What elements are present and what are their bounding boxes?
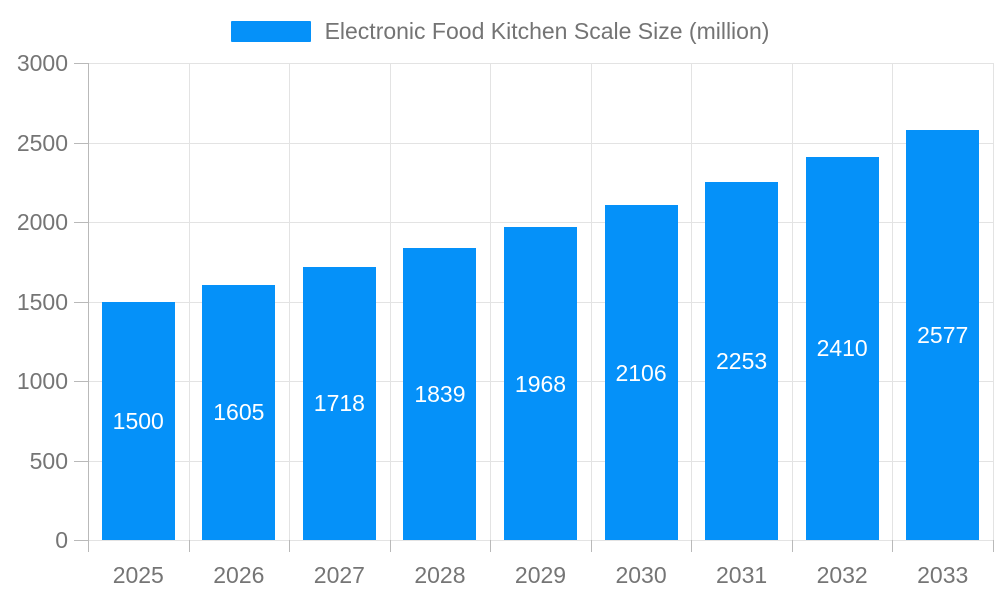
chart-legend: Electronic Food Kitchen Scale Size (mill… — [0, 18, 1000, 44]
bar-value-label: 2577 — [917, 322, 969, 349]
y-axis-line — [88, 63, 89, 552]
x-axis-tick — [88, 540, 89, 552]
bar-2027: 1718 — [302, 266, 376, 540]
x-gridline — [892, 63, 894, 540]
y-tick-label: 0 — [55, 527, 68, 553]
bar-2026: 1605 — [202, 284, 276, 540]
y-axis-tick — [74, 142, 88, 144]
bar-value-label: 1968 — [514, 370, 567, 397]
x-axis-tick — [188, 540, 190, 552]
x-axis-tick — [389, 540, 391, 552]
bar-value-label: 1718 — [313, 390, 365, 417]
x-axis-tick — [691, 540, 693, 552]
y-gridline — [88, 142, 993, 144]
legend-label: Electronic Food Kitchen Scale Size (mill… — [324, 18, 770, 44]
bar-value-label: 1839 — [414, 380, 466, 407]
bar-2032: 2410 — [805, 156, 879, 540]
y-tick-label: 2000 — [16, 209, 68, 235]
x-tick-label: 2025 — [112, 562, 164, 588]
x-tick-label: 2028 — [414, 562, 466, 588]
x-tick-label: 2031 — [716, 562, 768, 588]
bar-2031: 2253 — [705, 181, 779, 540]
x-tick-label: 2026 — [213, 562, 265, 588]
x-axis-tick — [289, 540, 291, 552]
y-tick-label: 3000 — [16, 50, 68, 76]
y-axis-tick — [74, 301, 88, 303]
x-tick-label: 2030 — [615, 562, 667, 588]
y-tick-label: 1000 — [16, 368, 68, 394]
x-gridline — [590, 63, 592, 540]
y-tick-label: 500 — [29, 447, 68, 474]
y-axis-tick — [74, 381, 88, 382]
bar-value-label: 2106 — [615, 359, 667, 386]
bar-2030: 2106 — [604, 205, 678, 540]
x-gridline — [691, 63, 693, 540]
x-axis-tick — [590, 540, 592, 552]
x-tick-label: 2032 — [816, 562, 868, 588]
y-axis-tick — [74, 222, 88, 223]
x-tick-label: 2029 — [514, 562, 567, 588]
x-gridline — [389, 63, 391, 540]
y-gridline — [88, 222, 993, 223]
y-tick-label: 2500 — [16, 129, 68, 156]
bar-value-label: 1605 — [213, 399, 265, 426]
x-gridline — [188, 63, 190, 540]
y-axis-tick — [74, 540, 88, 541]
x-axis-tick — [892, 540, 894, 552]
plot-area: 1500 1605 1718 1839 1968 2106 2253 2410 2577 — [88, 63, 994, 541]
bar-2033: 2577 — [906, 130, 980, 540]
x-tick-label: 2033 — [917, 562, 969, 588]
bar-2029: 1968 — [504, 227, 577, 540]
x-axis-tick — [490, 540, 492, 552]
bar-2025: 1500 — [101, 301, 175, 540]
x-gridline — [993, 63, 994, 540]
bar-2028: 1839 — [403, 247, 477, 540]
x-axis-tick — [993, 540, 994, 552]
bar-value-label: 2410 — [816, 335, 868, 362]
y-axis-tick — [74, 63, 88, 64]
y-gridline — [88, 63, 993, 64]
y-gridline — [88, 540, 993, 541]
bar-value-label: 2253 — [716, 347, 768, 374]
x-gridline — [490, 63, 492, 540]
y-axis-tick — [74, 460, 88, 462]
x-gridline — [791, 63, 793, 540]
bar-value-label: 1500 — [112, 407, 164, 434]
legend-swatch — [230, 20, 311, 42]
x-axis-tick — [791, 540, 793, 552]
x-tick-label: 2027 — [313, 562, 365, 588]
x-gridline — [289, 63, 291, 540]
y-tick-label: 1500 — [16, 288, 68, 315]
